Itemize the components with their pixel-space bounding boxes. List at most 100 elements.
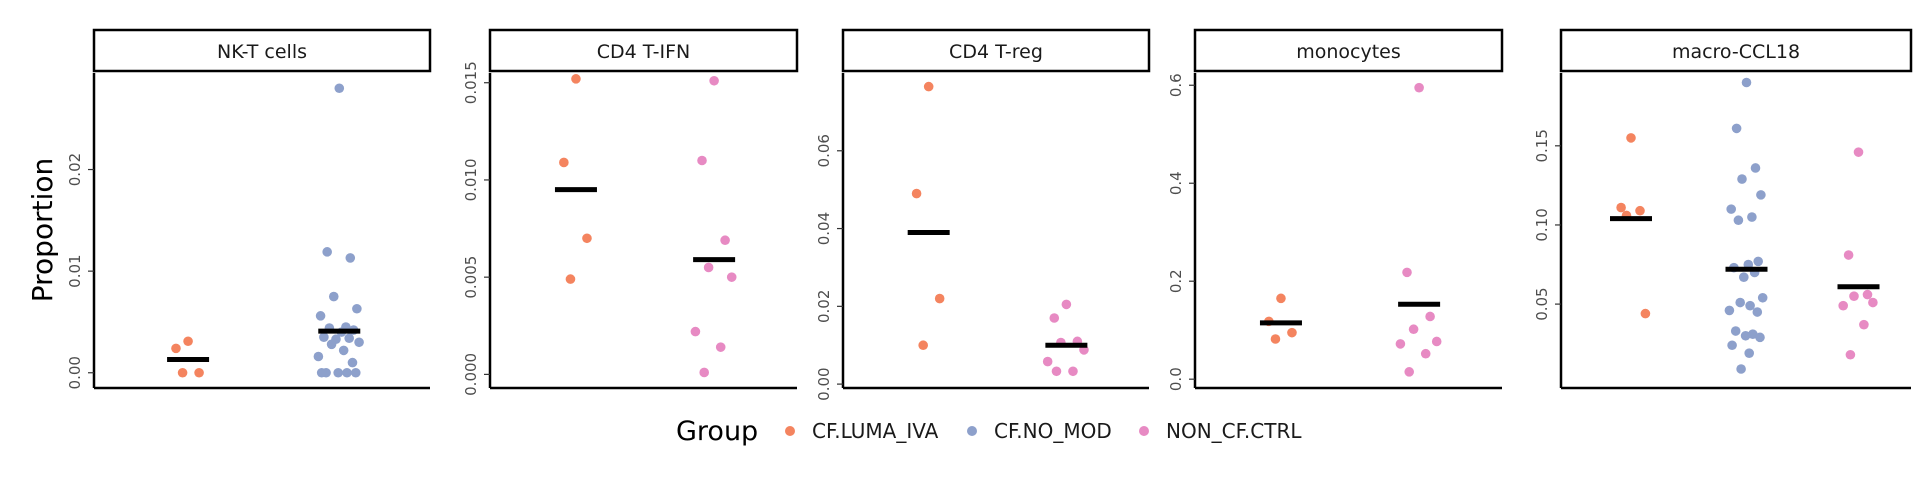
data-point xyxy=(342,367,352,378)
data-point xyxy=(1404,367,1415,377)
y-tick-label: 0.01 xyxy=(66,254,84,287)
data-point xyxy=(1731,123,1742,134)
y-tick-label: 0.10 xyxy=(1533,208,1551,241)
data-point xyxy=(322,247,332,257)
data-point xyxy=(319,332,329,342)
data-point xyxy=(1739,272,1749,282)
panel-title: CD4 T-reg xyxy=(949,41,1043,63)
data-point xyxy=(1736,364,1746,374)
panel-title: NK-T cells xyxy=(217,41,307,63)
data-point xyxy=(345,253,356,263)
data-point xyxy=(1287,327,1297,338)
data-point xyxy=(1414,82,1424,93)
data-point xyxy=(934,293,945,304)
data-point xyxy=(1750,163,1761,173)
data-point xyxy=(352,303,362,314)
y-tick-label: 0.005 xyxy=(462,256,480,299)
data-point xyxy=(1626,133,1636,143)
legend-label: CF.LUMA_IVA xyxy=(812,419,939,443)
data-point xyxy=(313,351,324,362)
data-point xyxy=(354,337,364,348)
y-tick-label: 0.010 xyxy=(462,158,480,201)
data-point xyxy=(582,233,592,244)
data-point xyxy=(1730,326,1741,336)
data-point xyxy=(703,262,714,273)
data-point xyxy=(1408,324,1419,335)
legend-label: NON_CF.CTRL xyxy=(1166,419,1302,443)
data-point xyxy=(1727,340,1737,351)
y-tick-label: 0.4 xyxy=(1167,171,1185,195)
data-point xyxy=(1737,174,1747,184)
data-point xyxy=(1862,289,1873,300)
panel-strip xyxy=(1559,28,1913,73)
data-point xyxy=(338,345,349,356)
data-point xyxy=(726,272,737,282)
data-point xyxy=(1845,349,1856,360)
data-point xyxy=(1838,300,1848,311)
panel-strip xyxy=(841,28,1151,73)
data-point xyxy=(565,274,576,284)
data-point xyxy=(1756,190,1766,200)
data-point xyxy=(709,75,719,86)
panel-nk-t-cells: NK-T cells 0.00 0.01 0.02 xyxy=(66,28,432,389)
data-point xyxy=(1042,356,1053,367)
data-point xyxy=(1748,329,1758,339)
y-tick-label: 0.15 xyxy=(1533,129,1551,162)
data-point xyxy=(918,340,928,351)
legend-marker xyxy=(1139,426,1149,436)
data-point xyxy=(1276,293,1286,304)
panel-title: CD4 T-IFN xyxy=(597,41,691,63)
data-point xyxy=(699,367,710,378)
legend-marker xyxy=(967,426,977,436)
data-point xyxy=(1755,332,1765,343)
panel-cd4-t-ifn: CD4 T-IFN 0.000 0.005 0.010 0.015 xyxy=(462,28,799,396)
data-point xyxy=(1724,305,1735,316)
y-tick-label: 0.2 xyxy=(1167,269,1185,293)
y-axis-title: Proportion xyxy=(26,158,59,302)
legend-label: CF.NO_MOD xyxy=(994,419,1112,443)
panel-strip xyxy=(92,28,432,73)
data-point xyxy=(315,311,326,321)
y-tick-label: 0.00 xyxy=(66,356,84,389)
data-point xyxy=(316,367,327,378)
data-point xyxy=(697,155,707,166)
data-point xyxy=(720,235,730,246)
panel-strip xyxy=(488,28,799,73)
data-point xyxy=(1616,202,1626,213)
panel-title: monocytes xyxy=(1296,41,1401,63)
data-point xyxy=(1735,297,1745,308)
data-point xyxy=(183,336,193,347)
data-point xyxy=(344,333,354,344)
data-point xyxy=(1868,297,1878,308)
y-tick-label: 0.02 xyxy=(815,290,833,323)
data-point xyxy=(571,74,581,84)
data-point xyxy=(1270,334,1281,344)
data-point xyxy=(1051,366,1062,377)
data-point xyxy=(690,326,701,337)
data-point xyxy=(1733,215,1744,226)
y-tick-label: 0.000 xyxy=(462,353,480,396)
y-tick-label: 0.06 xyxy=(815,134,833,167)
data-point xyxy=(347,357,358,368)
data-point xyxy=(1061,299,1072,310)
data-point xyxy=(1420,348,1431,359)
data-point xyxy=(1757,292,1768,303)
data-point xyxy=(1402,267,1412,278)
y-tick-label: 0.00 xyxy=(815,367,833,400)
data-point xyxy=(1068,366,1078,377)
data-point xyxy=(333,367,343,378)
data-point xyxy=(1849,291,1859,301)
panel-cd4-t-reg: CD4 T-reg 0.00 0.02 0.04 0.06 xyxy=(815,28,1151,401)
y-tick-label: 0.6 xyxy=(1167,73,1185,97)
data-point xyxy=(911,188,922,199)
data-point xyxy=(1425,311,1435,322)
data-point xyxy=(559,157,569,168)
data-point xyxy=(1635,205,1645,216)
panel-title: macro-CCL18 xyxy=(1672,41,1800,63)
data-point xyxy=(1431,336,1442,347)
data-point xyxy=(923,81,934,92)
data-point xyxy=(1859,319,1869,330)
data-point xyxy=(715,342,726,352)
data-point xyxy=(334,83,345,94)
y-tick-label: 0.015 xyxy=(462,61,480,104)
